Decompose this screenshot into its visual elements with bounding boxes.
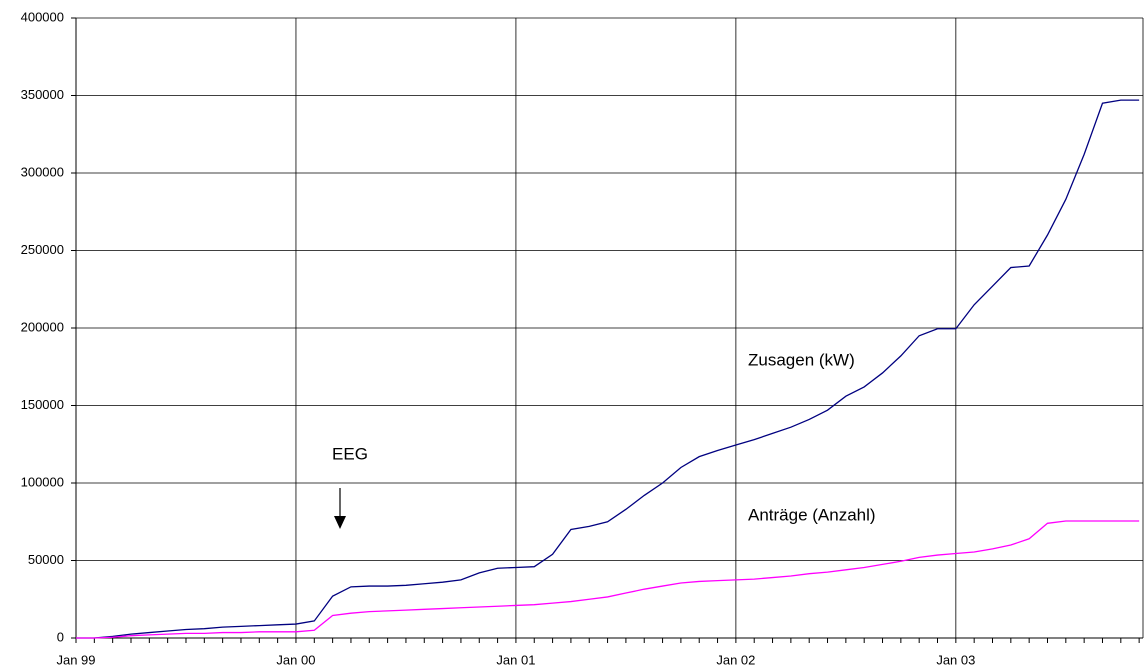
annotation-arrow: [334, 488, 346, 529]
y-tick-label: 100000: [21, 474, 64, 489]
x-tick-label: Jan 01: [496, 652, 535, 667]
y-tick-label: 300000: [21, 164, 64, 179]
annotation: EEG: [332, 444, 368, 463]
series-line: [76, 520, 1140, 639]
y-tick-label: 350000: [21, 87, 64, 102]
y-tick-label: 400000: [21, 9, 64, 24]
x-tick-label: Jan 02: [716, 652, 755, 667]
y-tick-label: 0: [57, 629, 64, 644]
y-tick-label: 250000: [21, 242, 64, 257]
x-tick-label: Jan 00: [276, 652, 315, 667]
x-tick-label: Jan 99: [56, 652, 95, 667]
y-tick-label: 200000: [21, 319, 64, 334]
series-line: [76, 99, 1140, 639]
x-tick-label: Jan 03: [936, 652, 975, 667]
y-tick-label: 150000: [21, 397, 64, 412]
y-tick-label: 50000: [28, 552, 64, 567]
series-label: Zusagen (kW): [748, 350, 855, 369]
series-label: Anträge (Anzahl): [748, 505, 876, 524]
